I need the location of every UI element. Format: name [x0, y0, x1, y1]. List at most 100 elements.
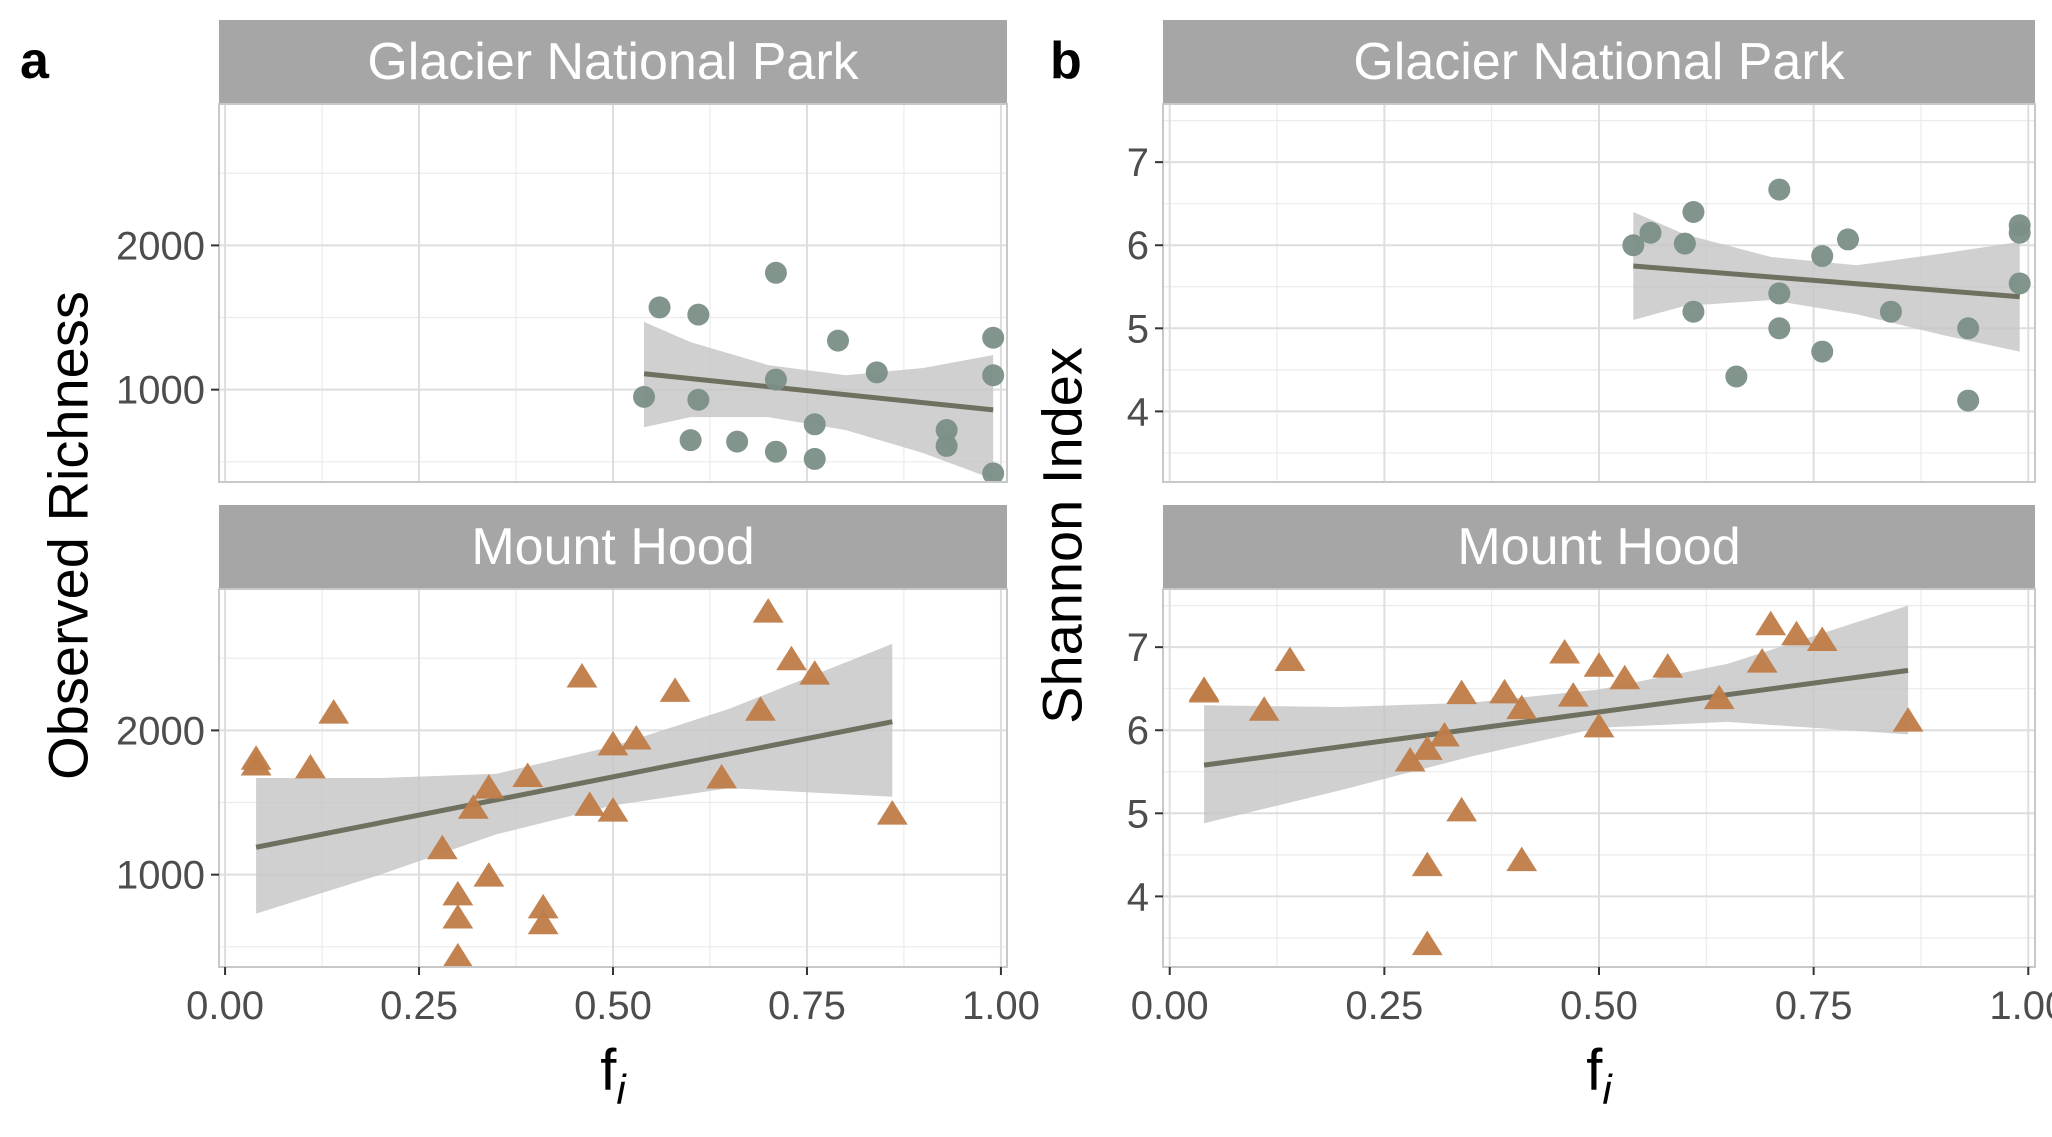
panel-b-mh-data-point	[1429, 722, 1460, 747]
panel-b-x-tick-label: 1.00	[1989, 984, 2052, 1028]
panel-b-gnp-data-point	[2008, 221, 2031, 244]
panel-a-gnp-data-point	[827, 329, 850, 352]
panel-a-gnp-data-point	[982, 326, 1005, 349]
panel-a-x-tick-label: 1.00	[962, 984, 1040, 1028]
panel-b-gnp-plot-area	[1163, 104, 2035, 482]
panel-b-x-tick-label: 0.50	[1560, 984, 1638, 1028]
panel-label-b: b	[1050, 32, 1082, 90]
panel-a-mh-data-point	[620, 725, 652, 750]
panel-a-mh-strip	[219, 505, 1007, 589]
panel-b-mh-data-point	[1446, 679, 1478, 705]
panel-a-gnp-plot-area	[219, 104, 1007, 482]
panel-b-mh-y-tick-label: 7	[1127, 626, 1149, 670]
panel-a-mh-data-point	[473, 862, 505, 887]
panel-a-mh-data-point	[527, 893, 559, 919]
panel-a-mh-y-tick-label: 1000	[116, 854, 205, 898]
panel-a-mh-data-point	[706, 764, 738, 789]
panel-b-mh-data-point	[1506, 694, 1538, 720]
panel-a-mh-data-point	[566, 663, 598, 688]
panel-a-gnp-data-point	[803, 413, 826, 436]
panel-b-mh-data-point	[1583, 712, 1615, 738]
panel-a-mh-strip-label: Mount Hood	[471, 518, 754, 576]
panel-a-gnp-data-point	[982, 364, 1005, 387]
panel-a-gnp-data-point	[865, 361, 888, 384]
panel-b-mh-data-point	[1746, 648, 1778, 673]
panel-b-x-tick-label: 0.75	[1775, 984, 1853, 1028]
panel-b-gnp-data-point	[1768, 282, 1791, 305]
panel-b-gnp-strip-label: Glacier National Park	[1353, 33, 1845, 91]
panel-a-x-tick-label: 0.75	[768, 984, 846, 1028]
panel-a-y-axis-title: Observed Richness	[37, 291, 100, 780]
panel-b-x-axis-title: fi	[1586, 1038, 1613, 1113]
panel-a-mh-plot-area	[219, 589, 1007, 967]
panel-b-gnp-data-point	[1768, 317, 1791, 340]
panel-a-mh-data-point	[876, 800, 908, 825]
panel-b-mh-data-point	[1755, 610, 1787, 636]
panel-b-mh-data-point	[1703, 684, 1735, 710]
panel-b-mh-data-point	[1394, 746, 1426, 772]
panel-a-gnp-data-point	[935, 434, 958, 457]
panel-b-mh-data-point	[1411, 851, 1443, 877]
panel-a-gnp-data-point	[982, 462, 1005, 482]
panel-a-gnp-strip-label: Glacier National Park	[367, 33, 859, 91]
panel-a-gnp-data-point	[648, 296, 671, 319]
panel-a-gnp-y-tick-label: 1000	[116, 369, 205, 413]
panel-b-gnp-data-point	[1673, 232, 1696, 255]
panel-b-gnp-data-point	[1836, 228, 1859, 251]
panel-b-mh-data-point	[1652, 653, 1684, 678]
panel-b-mh-strip-label: Mount Hood	[1457, 518, 1740, 576]
panel-b-gnp-plot-border	[1162, 103, 2036, 483]
panel-a-mh-data-point	[442, 942, 473, 967]
panel-a-mh-data-point	[527, 909, 559, 935]
panel-a-mh-data-point	[799, 660, 831, 685]
panel-a-gnp-data-point	[633, 385, 656, 408]
panel-b-x-tick-label: 0.25	[1345, 984, 1423, 1028]
panel-a-mh-data-point	[597, 730, 629, 756]
panel-b-gnp-data-point	[1622, 234, 1645, 257]
x-axis-title-main: f	[600, 1038, 617, 1103]
panel-a-x-axis-title: fi	[600, 1038, 627, 1113]
panel-b-mh-data-point	[1411, 930, 1443, 956]
x-axis-title-main: f	[1586, 1038, 1603, 1103]
panel-a-mh-data-point	[295, 753, 326, 779]
panel-b-mh-data-point	[1557, 682, 1589, 707]
panel-a-mh-data-point	[442, 903, 474, 929]
panel-b-gnp-y-tick-label: 4	[1127, 390, 1149, 434]
panel-b-mh-data-point	[1446, 796, 1478, 822]
panel-a-x-tick-label: 0.25	[380, 984, 458, 1028]
panel-b-mh-data-point	[1583, 652, 1615, 677]
panel-a-mh-confidence-ribbon	[256, 643, 893, 914]
panel-b-mh-data-point	[1248, 696, 1280, 721]
panel-a-gnp-data-point	[803, 447, 826, 470]
panel-b-gnp-data-point	[1682, 201, 1705, 223]
panel-a-mh-data-point	[745, 696, 776, 721]
panel-a-gnp-data-point	[726, 430, 749, 453]
panel-a-mh-data-point	[512, 762, 544, 788]
panel-a-gnp-data-point	[764, 368, 787, 391]
panel-b-mh-data-point	[1274, 646, 1306, 671]
x-axis-title-subscript: i	[1602, 1066, 1613, 1113]
panel-a-gnp-data-point	[935, 419, 958, 442]
panel-b-mh-data-point	[1781, 620, 1812, 646]
panel-a-mh-data-point	[240, 751, 272, 776]
panel-a-mh-data-point	[776, 645, 807, 671]
panel-b-gnp-y-tick-label: 6	[1127, 224, 1149, 268]
panel-b-gnp-y-tick-label: 5	[1127, 307, 1149, 351]
panel-a-mh-data-point	[752, 598, 784, 623]
panel-a-gnp-strip	[219, 20, 1007, 104]
panel-a-mh-data-point	[318, 699, 350, 724]
panel-a-x-tick-label: 0.50	[574, 984, 652, 1028]
panel-a-mh-y-tick-label: 2000	[116, 709, 205, 753]
panel-b-gnp-data-point	[1682, 300, 1705, 323]
panel-b-mh-y-tick-label: 5	[1127, 792, 1149, 836]
panel-b-gnp-data-point	[1879, 300, 1902, 323]
panel-a-gnp-data-point	[687, 303, 710, 326]
panel-b-mh-y-tick-label: 4	[1127, 875, 1149, 919]
panel-a-gnp-trend-line	[643, 371, 994, 413]
panel-a-mh-data-point	[597, 797, 629, 822]
panel-a-gnp-data-point	[764, 440, 787, 463]
panel-b-gnp-trend-line	[1633, 263, 2020, 300]
panel-a-gnp-data-point	[679, 429, 702, 452]
panel-b-mh-confidence-ribbon	[1204, 605, 1909, 824]
